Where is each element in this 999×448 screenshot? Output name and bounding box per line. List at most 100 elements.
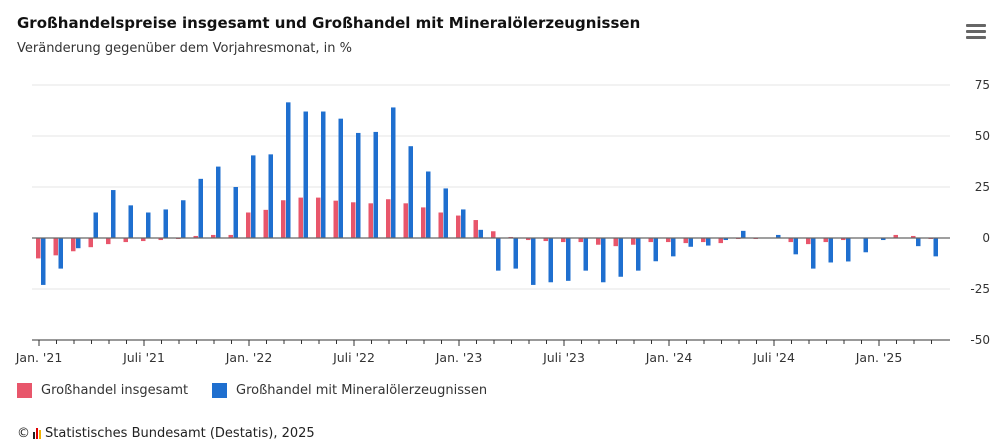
- chart-subtitle: Veränderung gegenüber dem Vorjahresmonat…: [17, 41, 352, 56]
- bar-mineraloel: [373, 131, 378, 238]
- bar-mineraloel: [496, 238, 501, 271]
- bar-mineraloel: [321, 111, 326, 238]
- bar-mineraloel: [128, 205, 133, 238]
- bar-mineraloel: [811, 238, 816, 269]
- source-credit: © Statistisches Bundesamt (Destatis), 20…: [17, 426, 315, 441]
- bar-insgesamt: [841, 238, 846, 241]
- x-tick-label: Jan. '25: [855, 350, 903, 365]
- legend-label: Großhandel insgesamt: [41, 383, 189, 398]
- bar-insgesamt: [421, 207, 426, 238]
- bar-insgesamt: [351, 202, 356, 238]
- x-tick-label: Jan. '24: [645, 350, 693, 365]
- bar-insgesamt: [543, 238, 548, 242]
- bar-insgesamt: [71, 238, 76, 252]
- bar-mineraloel: [846, 238, 851, 262]
- bar-insgesamt: [386, 199, 391, 238]
- x-tick-label: Juli '21: [122, 350, 165, 365]
- bar-mineraloel: [688, 238, 693, 247]
- bar-mineraloel: [76, 238, 81, 249]
- bar-mineraloel: [601, 238, 606, 283]
- copyright-symbol: ©: [17, 426, 30, 441]
- bar-mineraloel: [706, 238, 711, 246]
- bar-insgesamt: [893, 234, 898, 238]
- bar-mineraloel: [741, 230, 746, 238]
- bar-insgesamt: [578, 238, 583, 243]
- bar-mineraloel: [461, 209, 466, 238]
- bar-mineraloel: [933, 238, 938, 257]
- bar-insgesamt: [36, 238, 41, 259]
- bar-insgesamt: [456, 215, 461, 238]
- legend-item-insgesamt[interactable]: Großhandel insgesamt: [17, 383, 188, 398]
- bar-mineraloel: [146, 212, 151, 238]
- bar-insgesamt: [246, 212, 251, 238]
- bar-mineraloel: [636, 238, 641, 271]
- bar-insgesamt: [701, 238, 706, 243]
- bar-mineraloel: [478, 229, 483, 238]
- hamburger-menu-icon[interactable]: [966, 24, 986, 42]
- bar-insgesamt: [316, 197, 321, 238]
- bar-mineraloel: [426, 171, 431, 238]
- bar-insgesamt: [88, 238, 93, 248]
- bar-insgesamt: [53, 238, 58, 256]
- bar-mineraloel: [303, 111, 308, 238]
- bar-mineraloel: [793, 238, 798, 255]
- bar-insgesamt: [788, 238, 793, 243]
- chart-title: Großhandelspreise insgesamt und Großhand…: [17, 14, 641, 32]
- y-tick-label: -25: [970, 282, 990, 296]
- bar-insgesamt: [193, 235, 198, 238]
- bar-mineraloel: [41, 238, 46, 285]
- bar-mineraloel: [653, 238, 658, 262]
- legend-item-mineraloel[interactable]: Großhandel mit Mineralölerzeugnissen: [212, 383, 487, 398]
- bar-mineraloel: [58, 238, 63, 269]
- bar-mineraloel: [828, 238, 833, 263]
- bar-mineraloel: [286, 102, 291, 238]
- bar-mineraloel: [163, 209, 168, 238]
- bar-mineraloel: [618, 238, 623, 277]
- bar-mineraloel: [881, 238, 886, 241]
- bar-mineraloel: [111, 190, 116, 238]
- bar-mineraloel: [916, 238, 921, 247]
- bar-mineraloel: [216, 166, 221, 238]
- bar-insgesamt: [648, 238, 653, 243]
- bar-mineraloel: [566, 238, 571, 281]
- bar-mineraloel: [776, 234, 781, 238]
- y-tick-label: 75: [975, 78, 990, 92]
- legend-swatch: [17, 383, 32, 398]
- y-tick-label: 0: [982, 231, 990, 245]
- bar-insgesamt: [718, 238, 723, 244]
- bar-mineraloel: [723, 238, 728, 241]
- bar-insgesamt: [631, 238, 636, 245]
- bar-mineraloel: [268, 154, 273, 238]
- bar-mineraloel: [443, 188, 448, 238]
- bar-mineraloel: [863, 238, 868, 253]
- bar-insgesamt: [561, 238, 566, 243]
- legend-swatch: [212, 383, 227, 398]
- bar-mineraloel: [181, 200, 186, 238]
- legend-label: Großhandel mit Mineralölerzeugnissen: [236, 383, 488, 398]
- bar-insgesamt: [911, 235, 916, 238]
- bar-insgesamt: [683, 238, 688, 244]
- bar-mineraloel: [531, 238, 536, 285]
- bar-insgesamt: [228, 234, 233, 238]
- bar-insgesamt: [106, 238, 111, 245]
- bar-insgesamt: [613, 238, 618, 247]
- y-tick-label: 50: [975, 129, 990, 143]
- bar-insgesamt: [298, 197, 303, 238]
- bar-insgesamt: [123, 238, 128, 243]
- x-tick-label: Jan. '22: [225, 350, 273, 365]
- source-text: Statistisches Bundesamt (Destatis), 2025: [45, 426, 315, 441]
- bar-insgesamt: [368, 203, 373, 238]
- destatis-logo-icon: [33, 428, 41, 439]
- x-tick-label: Jan. '23: [435, 350, 483, 365]
- y-tick-label: -50: [970, 333, 990, 347]
- bar-insgesamt: [438, 212, 443, 238]
- bar-mineraloel: [583, 238, 588, 271]
- bar-insgesamt: [263, 209, 268, 238]
- bar-mineraloel: [356, 132, 361, 238]
- bar-insgesamt: [823, 238, 828, 243]
- bar-insgesamt: [806, 238, 811, 245]
- bar-insgesamt: [333, 200, 338, 238]
- bar-mineraloel: [513, 238, 518, 269]
